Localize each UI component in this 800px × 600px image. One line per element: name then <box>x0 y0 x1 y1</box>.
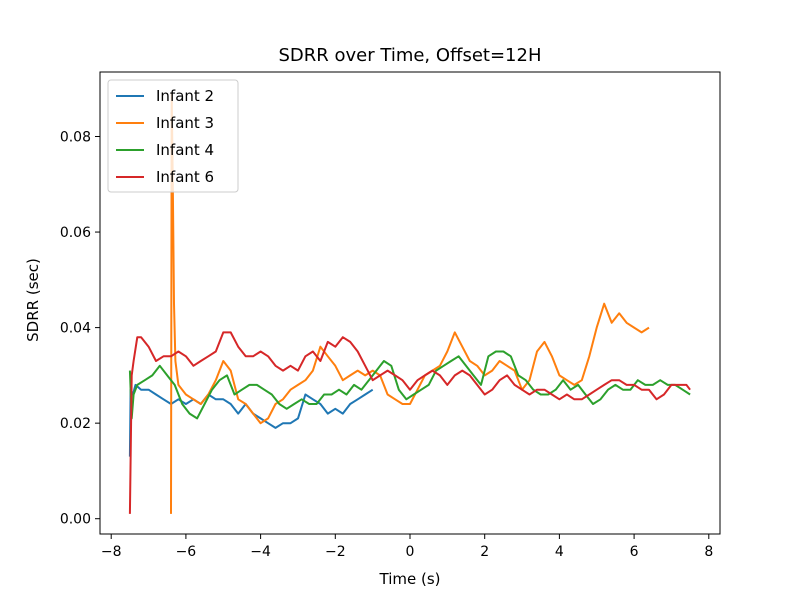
x-tick-label: 8 <box>704 544 713 560</box>
legend-label-infant-4: Infant 4 <box>156 141 214 159</box>
legend: Infant 2 Infant 3 Infant 4 Infant 6 <box>107 79 239 193</box>
y-tick-label: 0.06 <box>60 225 91 241</box>
y-axis-ticks: 0.00 0.02 0.04 0.06 0.08 <box>60 129 100 528</box>
legend-label-infant-3: Infant 3 <box>156 114 214 132</box>
x-tick-label: −4 <box>250 544 271 560</box>
x-tick-label: 6 <box>630 544 639 560</box>
x-tick-label: 0 <box>406 544 415 560</box>
series-line-infant-6 <box>128 331 691 514</box>
x-axis-ticks: −8 −6 −4 −2 0 2 4 6 8 <box>101 534 713 560</box>
legend-label-infant-2: Infant 2 <box>156 87 214 105</box>
legend-label-infant-6: Infant 6 <box>156 168 214 186</box>
y-tick-label: 0.02 <box>60 416 91 432</box>
y-tick-label: 0.00 <box>60 512 91 528</box>
series-line-infant-3 <box>170 92 650 514</box>
series-line-infant-4 <box>128 350 691 420</box>
x-tick-label: 4 <box>555 544 564 560</box>
y-tick-label: 0.04 <box>60 321 91 337</box>
y-tick-label: 0.08 <box>60 129 91 145</box>
chart-title: SDRR over Time, Offset=12H <box>279 45 542 66</box>
x-tick-label: −6 <box>176 544 197 560</box>
x-tick-label: −8 <box>101 544 122 560</box>
plot-area <box>128 92 691 514</box>
legend-box <box>107 79 239 193</box>
series-line-infant-2 <box>128 383 374 457</box>
x-tick-label: 2 <box>480 544 489 560</box>
y-axis-label: SDRR (sec) <box>24 258 42 342</box>
x-axis-label: Time (s) <box>379 570 441 588</box>
x-tick-label: −2 <box>325 544 346 560</box>
